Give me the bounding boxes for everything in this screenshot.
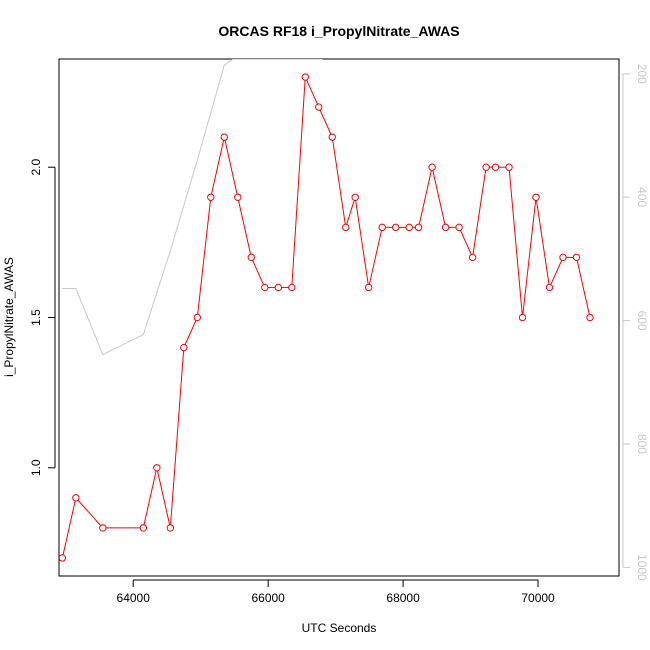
data-point <box>59 554 67 562</box>
axes-layer: 64000 66000 68000 70000 1.0 1.5 2.0 200 400 600 80… <box>29 64 649 605</box>
altitude-line <box>62 59 323 356</box>
data-point <box>72 494 80 502</box>
data-point <box>274 283 282 292</box>
plot-area <box>58 58 620 577</box>
series-segment <box>184 320 197 345</box>
data-point <box>139 524 148 532</box>
right-axis-tick-label: 800 <box>635 434 649 454</box>
data-point <box>391 223 400 232</box>
series-segment <box>576 260 590 315</box>
data-point <box>351 193 359 201</box>
data-point <box>586 313 594 322</box>
data-point <box>180 343 188 352</box>
series-segment <box>472 170 487 255</box>
series-segment <box>252 260 264 285</box>
series-segment <box>319 109 332 135</box>
data-point <box>153 464 161 472</box>
series-segment <box>157 470 171 525</box>
series-segment <box>418 170 432 225</box>
right-axis-tick-label: 400 <box>635 187 649 207</box>
series-segment <box>306 79 318 105</box>
x-tick-label: 68000 <box>386 591 420 605</box>
series-segment <box>197 200 211 315</box>
data-point <box>342 223 350 232</box>
data-point <box>207 193 215 201</box>
data-point <box>572 253 581 262</box>
data-point <box>301 73 309 81</box>
altitude-series <box>62 59 323 356</box>
series-segment <box>143 470 157 525</box>
x-axis-label: UTC Seconds <box>302 621 377 635</box>
y-axis-label: i_PropylNitrate_AWAS <box>2 257 16 377</box>
series-segment <box>170 350 185 525</box>
data-point <box>455 223 463 232</box>
data-point <box>441 223 450 232</box>
data-point <box>166 524 175 532</box>
data-series <box>59 73 594 562</box>
data-point <box>378 223 386 232</box>
series-segment <box>346 200 355 225</box>
series-segment <box>508 170 523 315</box>
data-point <box>482 163 490 171</box>
chart-title: ORCAS RF18 i_PropylNitrate_AWAS <box>218 23 459 39</box>
data-point <box>288 283 296 292</box>
y-tick-label: 1.0 <box>29 459 43 476</box>
data-point <box>545 283 554 292</box>
data-point <box>518 313 527 322</box>
series-segment <box>355 200 369 285</box>
right-axis-tick-label: 1000 <box>635 554 649 581</box>
data-point <box>328 133 336 141</box>
y-tick-label: 2.0 <box>29 159 43 176</box>
data-point <box>193 313 202 322</box>
data-point <box>491 163 500 171</box>
data-point <box>559 253 567 262</box>
data-point <box>468 253 477 262</box>
series-segment <box>432 170 446 225</box>
x-tick-label: 70000 <box>521 591 555 605</box>
series-segment <box>332 140 346 225</box>
series-segment <box>62 500 76 555</box>
data-point <box>315 103 323 111</box>
series-segment <box>291 80 306 285</box>
series-segment <box>522 200 537 315</box>
series-segment <box>459 230 472 255</box>
series-segment <box>550 260 563 285</box>
data-point <box>364 283 373 292</box>
series-segment <box>77 499 102 526</box>
plot-frame <box>58 58 620 577</box>
data-point <box>428 163 436 171</box>
data-point <box>405 223 413 232</box>
data-point <box>220 133 229 141</box>
data-point <box>247 253 255 262</box>
data-point <box>414 223 423 232</box>
marks-layer <box>59 59 594 562</box>
series-segment <box>238 200 252 255</box>
data-point <box>99 524 107 532</box>
x-tick-label: 66000 <box>251 591 285 605</box>
series-segment <box>224 140 238 195</box>
data-point <box>532 193 540 201</box>
right-axis-tick-label: 200 <box>635 64 649 84</box>
right-axis-tick-label: 600 <box>635 311 649 331</box>
series-segment <box>368 230 382 285</box>
series-segment <box>535 200 550 285</box>
x-tick-label: 64000 <box>117 591 151 605</box>
y-tick-label: 1.5 <box>29 309 43 326</box>
data-point <box>234 193 242 201</box>
data-point <box>505 163 513 171</box>
series-segment <box>211 140 225 195</box>
data-point <box>261 283 269 292</box>
